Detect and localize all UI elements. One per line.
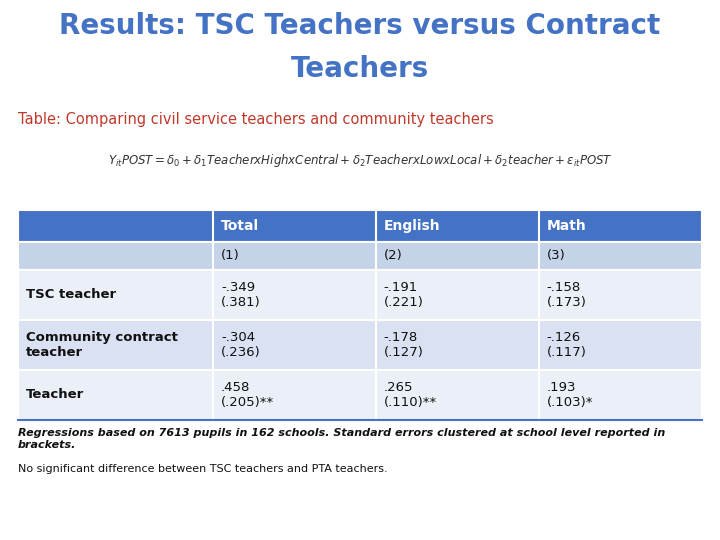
Text: .193
(.103)*: .193 (.103)*: [546, 381, 593, 409]
Text: Teacher: Teacher: [26, 388, 84, 402]
Text: -.304
(.236): -.304 (.236): [221, 331, 261, 359]
Text: Community contract
teacher: Community contract teacher: [26, 331, 178, 359]
Bar: [18, 320, 702, 370]
Text: (2): (2): [384, 249, 402, 262]
Text: Teachers: Teachers: [291, 55, 429, 83]
Text: .458
(.205)**: .458 (.205)**: [221, 381, 274, 409]
Bar: [18, 370, 702, 420]
Text: -.178
(.127): -.178 (.127): [384, 331, 423, 359]
Text: -.158
(.173): -.158 (.173): [546, 281, 586, 309]
Text: English: English: [384, 219, 441, 233]
Bar: [18, 242, 702, 270]
Text: Total: Total: [221, 219, 259, 233]
Bar: [18, 270, 702, 320]
Text: Table: Comparing civil service teachers and community teachers: Table: Comparing civil service teachers …: [18, 112, 494, 127]
Text: $Y_{it}POST = \delta_0 + \delta_1TeacherxHighxCentral + \delta_2TeacherxLowxLoca: $Y_{it}POST = \delta_0 + \delta_1Teacher…: [107, 152, 613, 169]
Text: .265
(.110)**: .265 (.110)**: [384, 381, 437, 409]
Text: Regressions based on 7613 pupils in 162 schools. Standard errors clustered at sc: Regressions based on 7613 pupils in 162 …: [18, 428, 665, 450]
Text: (1): (1): [221, 249, 240, 262]
Text: -.349
(.381): -.349 (.381): [221, 281, 261, 309]
Text: Results: TSC Teachers versus Contract: Results: TSC Teachers versus Contract: [59, 12, 661, 40]
Text: -.126
(.117): -.126 (.117): [546, 331, 586, 359]
Bar: [18, 210, 702, 242]
Text: No significant difference between TSC teachers and PTA teachers.: No significant difference between TSC te…: [18, 464, 387, 474]
Text: (3): (3): [546, 249, 565, 262]
Text: TSC teacher: TSC teacher: [26, 288, 116, 301]
Text: Math: Math: [546, 219, 586, 233]
Text: -.191
(.221): -.191 (.221): [384, 281, 423, 309]
